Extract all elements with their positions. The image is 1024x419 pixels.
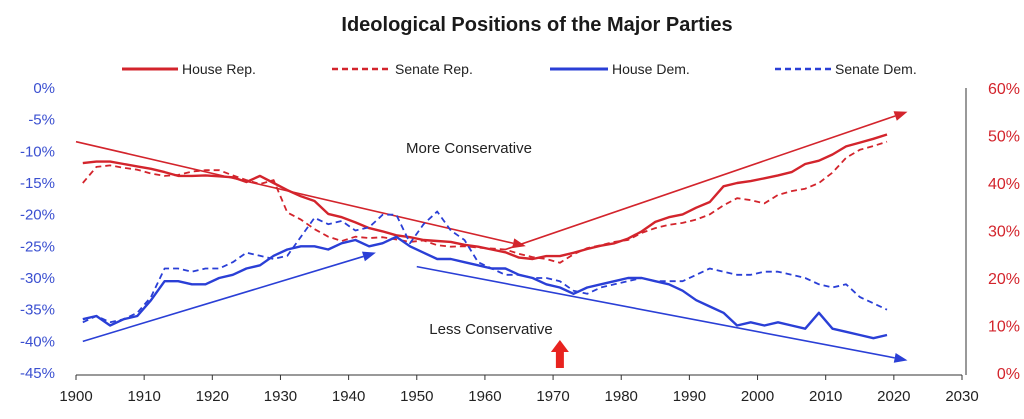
annotation-less-conservative: Less Conservative [429, 321, 552, 338]
y-right-tick-label: 0% [997, 366, 1020, 383]
y-left-tick-label: -20% [20, 207, 55, 224]
y-right-tick-label: 50% [988, 129, 1020, 146]
x-tick-label: 2020 [877, 388, 910, 405]
y-right-tick-label: 60% [988, 81, 1020, 98]
highlight-arrow-icon [550, 340, 569, 368]
series-line-senate-dem [82, 210, 888, 324]
x-tick-label: 2010 [809, 388, 842, 405]
legend-label-senate-rep: Senate Rep. [395, 61, 473, 77]
y-left-tick-label: -40% [20, 333, 55, 350]
series-line-house-dem [82, 235, 888, 340]
y-right-tick-label: 30% [988, 224, 1020, 241]
y-right-tick-label: 10% [988, 319, 1020, 336]
y-left-tick-label: -15% [20, 175, 55, 192]
trend-arrowhead-icon [893, 352, 908, 363]
x-tick-label: 1980 [605, 388, 638, 405]
chart-title: Ideological Positions of the Major Parti… [341, 14, 732, 36]
x-tick-label: 1960 [468, 388, 501, 405]
y-left-tick-label: -35% [20, 302, 55, 319]
x-tick-label: 1970 [536, 388, 569, 405]
x-tick-label: 1930 [264, 388, 297, 405]
axes: 1900 1910 1920 1930 1940 1950 1960 1970 1980 1990… [20, 80, 1020, 405]
trend-arrow-line [82, 255, 364, 343]
y-right-tick-label: 40% [988, 176, 1020, 193]
y-left-tick-label: -30% [20, 270, 55, 287]
x-tick-label: 2000 [741, 388, 774, 405]
x-tick-label: 1910 [127, 388, 160, 405]
y-left-tick-label: 0% [33, 80, 55, 97]
trend-arrow-line [416, 265, 895, 359]
y-left-tick-label: -5% [28, 112, 55, 129]
x-tick-label: 1900 [59, 388, 92, 405]
trend-arrowhead-icon [893, 111, 908, 121]
legend-label-senate-dem: Senate Dem. [835, 61, 917, 77]
series-line-senate-rep [82, 140, 888, 264]
x-tick-label: 2030 [945, 388, 978, 405]
series-lines [82, 133, 888, 340]
legend-label-house-dem: House Dem. [612, 61, 690, 77]
annotation-more-conservative: More Conservative [406, 140, 532, 157]
y-left-tick-label: -25% [20, 238, 55, 255]
y-right-tick-label: 20% [988, 271, 1020, 288]
y-left-tick-label: -45% [20, 365, 55, 382]
x-tick-label: 1990 [673, 388, 706, 405]
legend-label-house-rep: House Rep. [182, 61, 256, 77]
trend-arrowhead-icon [361, 251, 376, 262]
y-left-tick-label: -10% [20, 143, 55, 160]
legend: House Rep. Senate Rep. House Dem. Senate… [122, 61, 917, 77]
x-tick-label: 1920 [196, 388, 229, 405]
x-tick-label: 1950 [400, 388, 433, 405]
trend-arrow-line [505, 115, 896, 251]
x-tick-label: 1940 [332, 388, 365, 405]
